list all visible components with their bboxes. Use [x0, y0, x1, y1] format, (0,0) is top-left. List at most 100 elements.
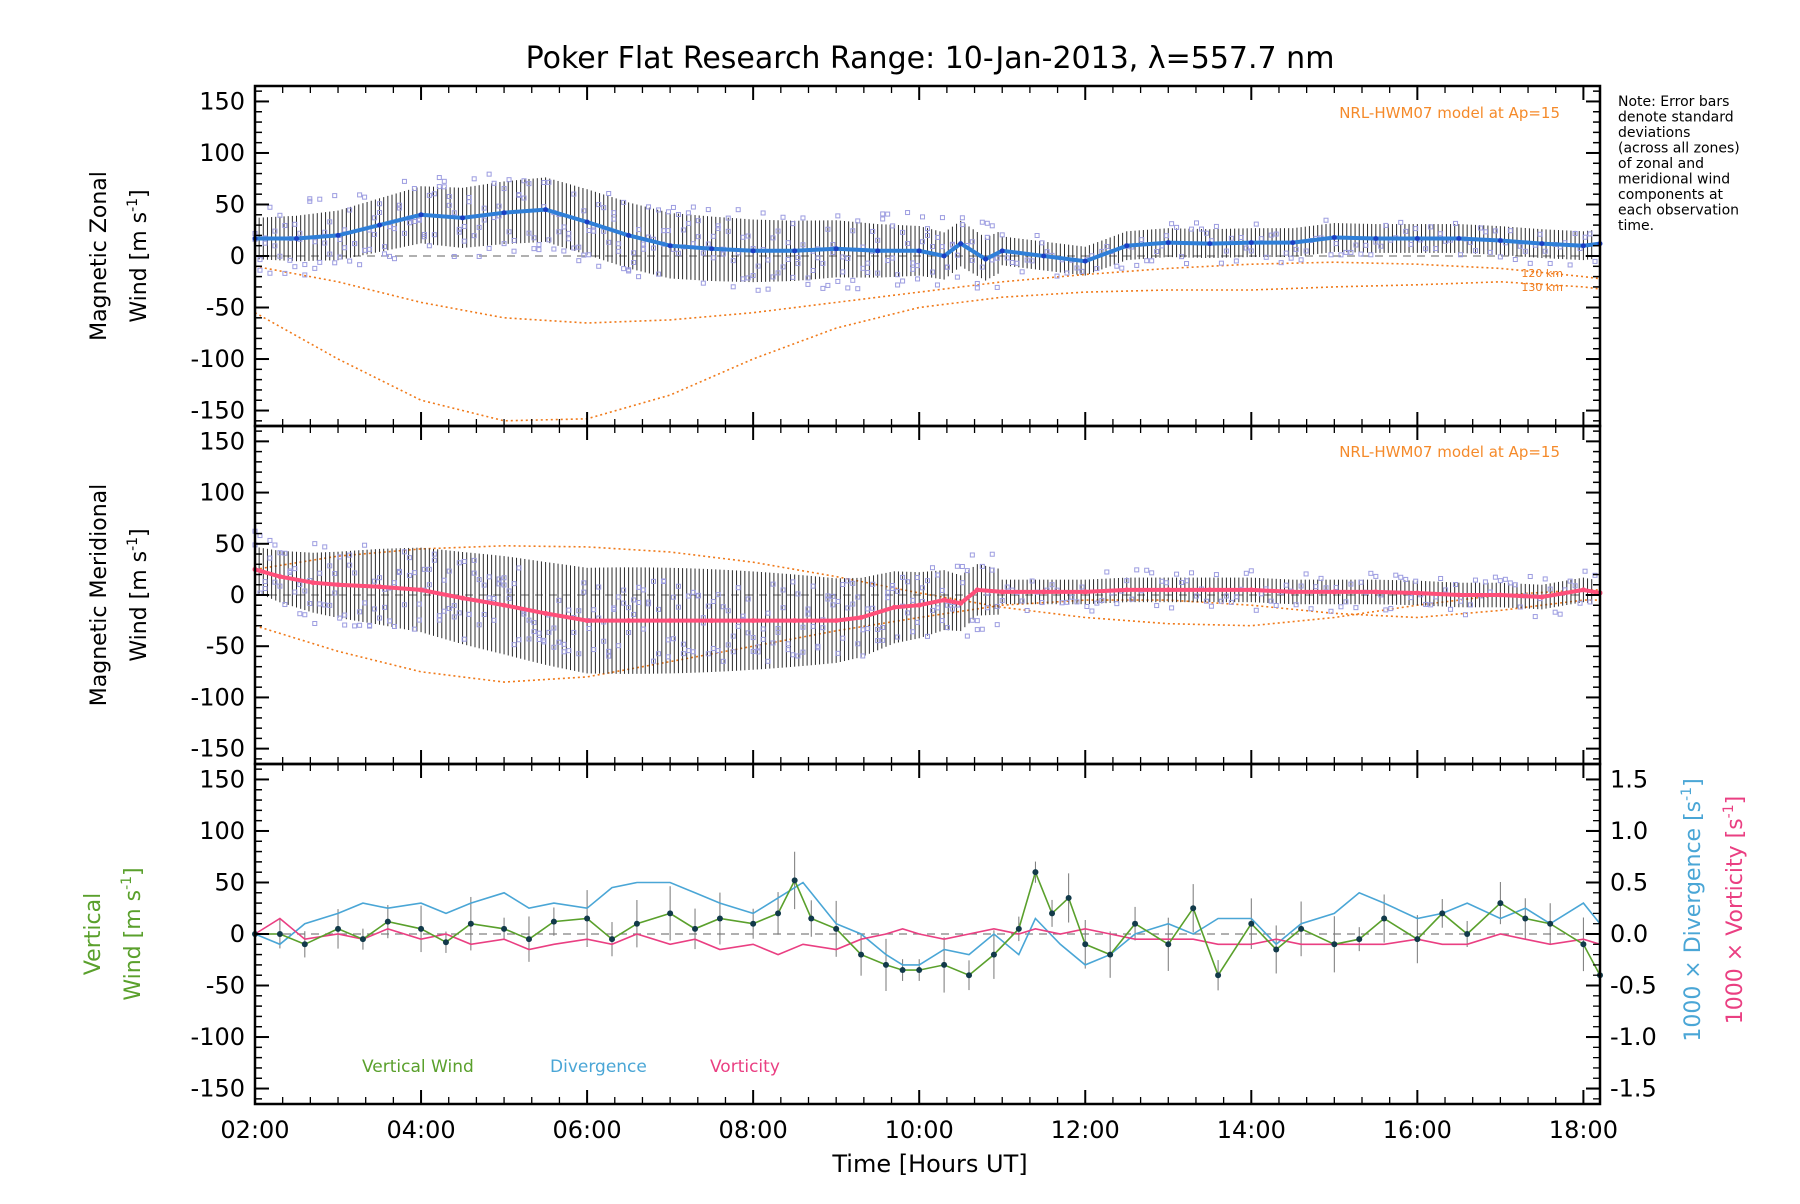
- zone-wind-point: [531, 246, 537, 252]
- zone-wind-point: [581, 208, 587, 214]
- zone-wind-point: [501, 241, 507, 247]
- zone-wind-point: [1527, 573, 1533, 579]
- zone-wind-point: [621, 199, 627, 205]
- x-tick-label: 18:00: [1549, 1116, 1618, 1144]
- mean-wind-point: [833, 618, 839, 624]
- zone-wind-point: [670, 594, 676, 600]
- zone-wind-point: [516, 565, 522, 571]
- zone-wind-point: [1009, 259, 1015, 265]
- zone-wind-point: [815, 255, 821, 261]
- zone-wind-point: [431, 232, 437, 238]
- zone-wind-point: [800, 649, 806, 655]
- zone-wind-point: [1348, 581, 1354, 587]
- zone-wind-point: [1353, 605, 1359, 611]
- zone-wind-point: [725, 215, 731, 221]
- zone-wind-point: [910, 597, 916, 603]
- zone-wind-point: [760, 626, 766, 632]
- zonal-model-label: NRL-HWM07 model at Ap=15: [1339, 104, 1560, 122]
- zone-wind-point: [566, 230, 572, 236]
- mean-wind-point: [1124, 587, 1130, 593]
- zone-wind-point: [1248, 568, 1254, 574]
- zone-wind-point: [541, 179, 547, 185]
- zone-wind-point: [636, 227, 642, 233]
- zone-wind-point: [272, 228, 278, 234]
- zone-wind-point: [954, 274, 960, 280]
- zone-wind-point: [506, 229, 512, 235]
- zone-wind-point: [1413, 578, 1419, 584]
- zone-wind-point: [486, 245, 492, 251]
- zone-wind-point: [840, 269, 846, 275]
- zone-wind-point: [576, 258, 582, 264]
- y-tick-label: -50: [206, 632, 245, 660]
- y-tick-label: 150: [199, 427, 245, 455]
- zone-wind-point: [1472, 248, 1478, 254]
- zone-wind-point: [665, 654, 671, 660]
- zone-wind-point: [810, 267, 816, 273]
- zone-wind-point: [1497, 578, 1503, 584]
- note-line: (across all zones): [1618, 141, 1740, 157]
- zone-wind-point: [307, 196, 313, 202]
- vertical-y-label: Vertical Wind [m s-1]: [81, 867, 146, 1000]
- zone-wind-point: [501, 186, 507, 192]
- zone-wind-point: [825, 593, 831, 599]
- zone-wind-point: [1164, 580, 1170, 586]
- zone-wind-point: [521, 195, 527, 201]
- vertical-wind-point: [808, 915, 815, 922]
- zone-wind-point: [551, 644, 557, 650]
- zone-wind-point: [675, 583, 681, 589]
- zone-wind-point: [860, 653, 866, 659]
- mean-wind-point: [1082, 258, 1088, 264]
- zone-wind-point: [1134, 262, 1140, 268]
- mean-wind-point: [833, 246, 839, 252]
- zone-wind-point: [1438, 575, 1444, 581]
- vertical-wind-point: [858, 951, 865, 958]
- zone-wind-point: [949, 241, 955, 247]
- mean-wind-point: [974, 587, 980, 593]
- zone-wind-point: [456, 610, 462, 616]
- zone-wind-point: [785, 647, 791, 653]
- zone-wind-point: [1572, 230, 1578, 236]
- vertical-wind-point: [384, 918, 391, 925]
- zone-wind-point: [1253, 607, 1259, 613]
- zone-wind-point: [1443, 587, 1449, 593]
- zone-wind-point: [675, 604, 681, 610]
- vertical-wind-point: [550, 918, 557, 925]
- zone-wind-point: [1318, 575, 1324, 581]
- zone-wind-point: [352, 570, 358, 576]
- vertical-wind-point: [1356, 936, 1363, 943]
- y2-tick-label: 0.0: [1610, 920, 1648, 948]
- vertical-y-axis-right: -1.5 -1.0 -0.5 0.0 0.5 1.0 1.5: [1586, 765, 1657, 1103]
- zone-wind-point: [1268, 598, 1274, 604]
- zone-wind-point: [1517, 243, 1523, 249]
- vertical-wind-point: [1331, 941, 1338, 948]
- zone-wind-point: [850, 601, 856, 607]
- zone-wind-point: [910, 266, 916, 272]
- zone-wind-point: [1049, 582, 1055, 588]
- zone-wind-point: [596, 584, 602, 590]
- x-axis-label: Time [Hours UT]: [831, 1150, 1027, 1178]
- zone-wind-point: [820, 285, 826, 291]
- zone-wind-point: [925, 578, 930, 584]
- mean-wind-point: [709, 246, 715, 252]
- zone-wind-point: [1448, 606, 1454, 612]
- zone-wind-point: [1338, 252, 1344, 258]
- zone-wind-point: [357, 609, 363, 615]
- zone-wind-point: [934, 234, 940, 240]
- y2-tick-label: -1.5: [1610, 1075, 1657, 1103]
- zone-wind-point: [257, 267, 263, 273]
- zone-wind-point: [481, 582, 487, 588]
- zone-wind-point: [1343, 599, 1349, 605]
- zone-wind-point: [735, 585, 741, 591]
- zone-wind-point: [352, 623, 358, 629]
- zone-wind-point: [282, 223, 288, 229]
- y-tick-label: 50: [214, 530, 245, 558]
- zone-wind-point: [790, 579, 796, 585]
- zone-wind-point: [357, 192, 363, 198]
- zone-wind-point: [949, 606, 955, 612]
- zone-wind-point: [611, 210, 617, 216]
- zone-wind-point: [292, 589, 298, 595]
- zone-wind-point: [765, 257, 771, 263]
- zone-wind-point: [1323, 217, 1329, 223]
- zone-wind-point: [377, 575, 383, 581]
- zone-wind-point: [1084, 603, 1090, 609]
